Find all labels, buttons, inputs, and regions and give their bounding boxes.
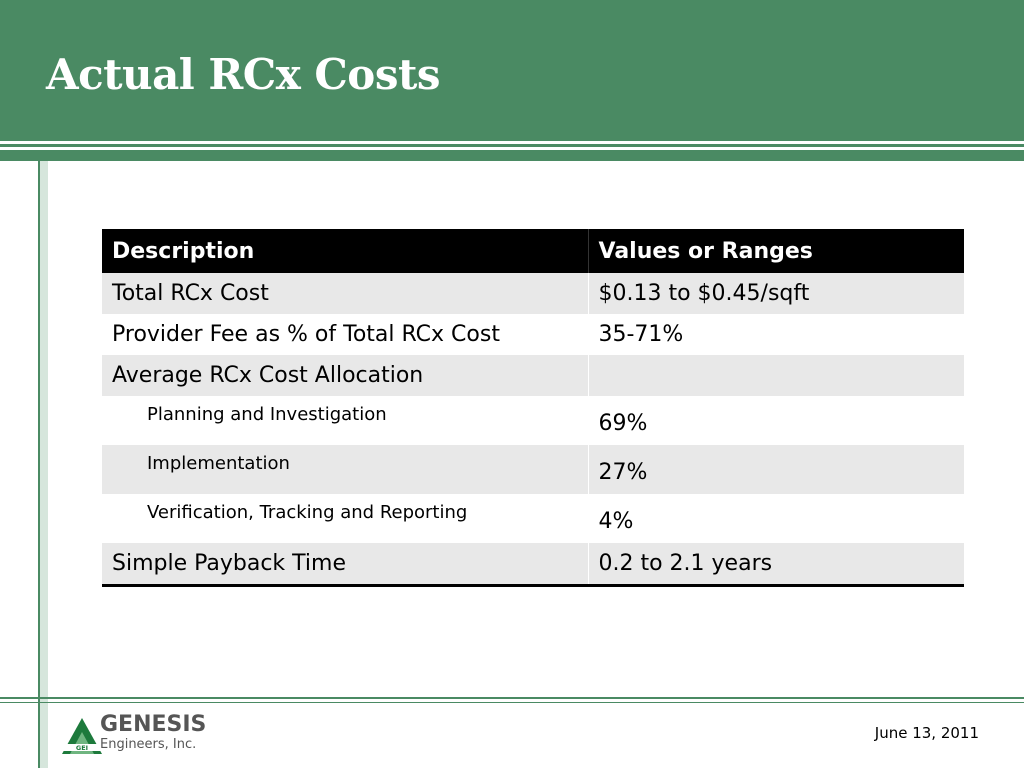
row-sub-description: Planning and Investigation — [102, 396, 588, 445]
row-value: $0.13 to $0.45/sqft — [587, 273, 964, 314]
row-description: Total RCx Cost — [102, 273, 588, 314]
footer-rule — [0, 697, 1024, 699]
logo-mark-letters: GEI — [76, 744, 88, 752]
table-row: Simple Payback Time 0.2 to 2.1 years — [102, 543, 964, 587]
row-value: 27% — [587, 445, 964, 494]
cost-table: Description Values or Ranges Total RCx C… — [102, 229, 964, 587]
row-value: 69% — [587, 396, 964, 445]
row-value — [587, 355, 964, 396]
triangle-logo-icon: GEI — [60, 718, 104, 754]
table-row: Provider Fee as % of Total RCx Cost 35-7… — [102, 314, 964, 355]
footer-rule-thin — [0, 702, 1024, 703]
header-rule — [0, 144, 1024, 147]
table-row: Average RCx Cost Allocation — [102, 355, 964, 396]
row-sub-description: Verification, Tracking and Reporting — [102, 494, 588, 543]
header-rule-thick — [0, 150, 1024, 161]
side-band — [38, 161, 48, 768]
row-description: Provider Fee as % of Total RCx Cost — [102, 314, 588, 355]
header-values: Values or Ranges — [587, 229, 964, 273]
row-value: 35-71% — [587, 314, 964, 355]
footer-date: June 13, 2011 — [874, 724, 979, 742]
header-band — [0, 0, 1024, 141]
logo-name: GENESIS — [100, 712, 207, 737]
table-row: Total RCx Cost $0.13 to $0.45/sqft — [102, 273, 964, 314]
genesis-logo: GEI GENESIS Engineers, Inc. — [60, 712, 230, 756]
logo-subtitle: Engineers, Inc. — [100, 737, 197, 752]
header-description: Description — [102, 229, 588, 273]
slide-title: Actual RCx Costs — [46, 50, 441, 99]
table-header-row: Description Values or Ranges — [102, 229, 964, 273]
table-row-sub: Implementation 27% — [102, 445, 964, 494]
table-row-sub: Planning and Investigation 69% — [102, 396, 964, 445]
row-value: 0.2 to 2.1 years — [587, 543, 964, 587]
row-description: Simple Payback Time — [102, 543, 588, 587]
row-description: Average RCx Cost Allocation — [102, 355, 588, 396]
table-row-sub: Verification, Tracking and Reporting 4% — [102, 494, 964, 543]
row-sub-description: Implementation — [102, 445, 588, 494]
row-value: 4% — [587, 494, 964, 543]
